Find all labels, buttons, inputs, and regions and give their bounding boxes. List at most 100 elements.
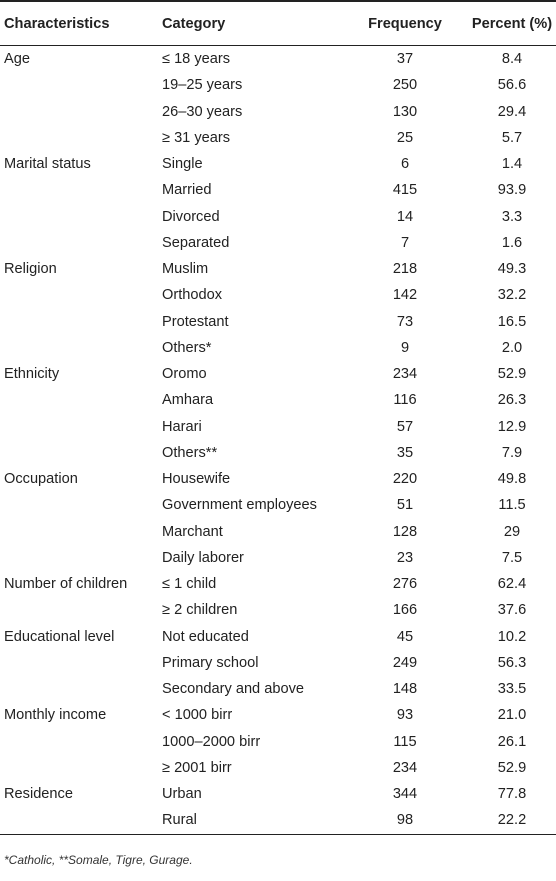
characteristic-cell: Age [4, 51, 30, 68]
table-row: ≥ 2 children 166 37.6 [0, 597, 556, 623]
frequency-cell: 51 [396, 497, 414, 514]
table-row: Married 415 93.9 [0, 177, 556, 203]
frequency-cell: 73 [396, 313, 414, 330]
table-row: Religion Muslim 218 49.3 [0, 256, 556, 282]
frequency-cell: 234 [392, 759, 418, 776]
characteristic-cell [0, 335, 156, 361]
frequency-cell: 234 [392, 366, 418, 383]
frequency-cell: 344 [392, 786, 418, 803]
category-cell: Government employees [162, 497, 317, 514]
table-row: 26–30 years 130 29.4 [0, 99, 556, 125]
characteristic-cell [0, 177, 156, 203]
characteristic-cell: Number of children [4, 576, 128, 593]
category-cell: Single [162, 156, 203, 173]
frequency-cell: 23 [396, 549, 414, 566]
frequency-cell: 25 [396, 129, 414, 146]
frequency-cell: 220 [392, 471, 418, 488]
characteristic-cell [0, 597, 156, 623]
category-cell: Muslim [162, 261, 209, 278]
category-cell: Urban [162, 786, 202, 803]
category-cell: ≤ 1 child [162, 576, 217, 593]
percent-cell: 52.9 [497, 759, 527, 776]
characteristic-cell [0, 545, 156, 571]
header-row: Characteristics Category Frequency Perce… [0, 0, 556, 46]
characteristic-cell: Ethnicity [4, 366, 60, 383]
frequency-cell: 98 [346, 807, 446, 835]
characteristic-cell [0, 99, 156, 125]
percent-cell: 49.3 [497, 261, 527, 278]
characteristic-cell: Religion [4, 261, 57, 278]
frequency-cell: 250 [392, 77, 418, 94]
characteristic-cell [0, 729, 156, 755]
characteristic-cell [0, 414, 156, 440]
frequency-cell: 45 [396, 628, 414, 645]
characteristic-cell [0, 650, 156, 676]
category-cell: < 1000 birr [162, 707, 233, 724]
category-cell: Marchant [162, 523, 223, 540]
frequency-cell: 93 [396, 707, 414, 724]
table-row: Marital status Single 6 1.4 [0, 151, 556, 177]
header-percent: Percent (%) [446, 0, 556, 46]
percent-cell: 3.3 [501, 208, 523, 225]
percent-cell: 1.6 [501, 234, 523, 251]
table-row: 1000–2000 birr 115 26.1 [0, 729, 556, 755]
category-cell: Orthodox [162, 287, 223, 304]
category-cell: Divorced [162, 208, 220, 225]
category-cell: Primary school [162, 654, 259, 671]
category-cell: ≥ 31 years [162, 129, 231, 146]
percent-cell: 33.5 [497, 681, 527, 698]
category-cell: Oromo [162, 366, 207, 383]
table-row: Rural 98 22.2 [0, 807, 556, 835]
table-row: Monthly income < 1000 birr 93 21.0 [0, 702, 556, 728]
category-cell: ≥ 2001 birr [162, 759, 232, 776]
demographics-table-container: Characteristics Category Frequency Perce… [0, 0, 556, 835]
table-footnote: *Catholic, **Somale, Tigre, Gurage. [4, 853, 193, 867]
percent-cell: 21.0 [497, 707, 527, 724]
category-cell: 26–30 years [162, 103, 243, 120]
table-row: Secondary and above 148 33.5 [0, 676, 556, 702]
percent-cell: 26.1 [497, 733, 527, 750]
category-cell: Others** [162, 444, 218, 461]
percent-cell: 37.6 [497, 602, 527, 619]
frequency-cell: 6 [400, 156, 410, 173]
table-row: Primary school 249 56.3 [0, 650, 556, 676]
category-cell: 1000–2000 birr [162, 733, 261, 750]
frequency-cell: 166 [392, 602, 418, 619]
percent-cell: 49.8 [497, 471, 527, 488]
frequency-cell: 35 [396, 444, 414, 461]
category-cell: Not educated [162, 628, 249, 645]
percent-cell: 5.7 [501, 129, 523, 146]
table-row: Daily laborer 23 7.5 [0, 545, 556, 571]
characteristic-cell: Educational level [4, 628, 115, 645]
percent-cell: 29 [503, 523, 521, 540]
frequency-cell: 37 [396, 51, 414, 68]
characteristic-cell [0, 125, 156, 151]
characteristic-cell [0, 387, 156, 413]
table-row: ≥ 2001 birr 234 52.9 [0, 755, 556, 781]
characteristic-cell [0, 676, 156, 702]
frequency-cell: 276 [392, 576, 418, 593]
table-body: Age ≤ 18 years 37 8.4 19–25 years 250 56.6 26–3… [0, 46, 556, 835]
table-row: Government employees 51 11.5 [0, 492, 556, 518]
percent-cell: 12.9 [497, 418, 527, 435]
category-cell: Amhara [162, 392, 214, 409]
table-row: Residence Urban 344 77.8 [0, 781, 556, 807]
percent-cell: 62.4 [497, 576, 527, 593]
table-row: Others* 9 2.0 [0, 335, 556, 361]
frequency-cell: 14 [396, 208, 414, 225]
table-row: Harari 57 12.9 [0, 414, 556, 440]
characteristic-cell: Occupation [4, 471, 78, 488]
characteristic-cell: Monthly income [4, 707, 107, 724]
category-cell: Housewife [162, 471, 231, 488]
table-row: Occupation Housewife 220 49.8 [0, 466, 556, 492]
table-row: Orthodox 142 32.2 [0, 282, 556, 308]
frequency-cell: 128 [392, 523, 418, 540]
category-cell: Protestant [162, 313, 229, 330]
percent-cell: 2.0 [501, 339, 523, 356]
characteristic-cell [0, 755, 156, 781]
category-cell: Secondary and above [162, 681, 304, 698]
frequency-cell: 57 [396, 418, 414, 435]
frequency-cell: 249 [392, 654, 418, 671]
category-cell: ≥ 2 children [162, 602, 238, 619]
percent-cell: 7.9 [501, 444, 523, 461]
